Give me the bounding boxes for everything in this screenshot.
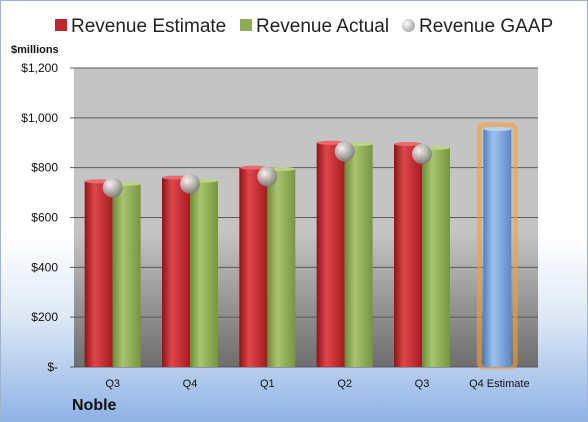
legend-label-actual: Revenue Actual (256, 16, 390, 37)
bar-estimate-cap (316, 140, 345, 145)
x-axis-ticks: Q3 Q4 Q1 Q2 Q3 Q4 Estimate (105, 378, 529, 390)
bar-actual (422, 147, 450, 367)
gaap-marker (257, 166, 278, 187)
bar-estimate (239, 167, 268, 367)
bar-estimate-cap (239, 165, 268, 170)
x-tick-label: Q4 (183, 378, 198, 390)
bar-actual (344, 143, 373, 367)
company-name: Noble (72, 397, 117, 414)
bar-estimate (316, 142, 345, 367)
gaap-marker (102, 177, 123, 198)
grid-lines (70, 67, 538, 368)
gaap-markers (102, 141, 432, 198)
x-tick-label: Q1 (260, 378, 275, 390)
x-tick-label: Q4 Estimate (469, 378, 530, 390)
y-tick-label: $- (47, 360, 58, 374)
y-tick-label: $400 (31, 260, 58, 274)
bar-forecast (483, 129, 512, 367)
legend-label-gaap: Revenue GAAP (419, 16, 554, 37)
legend-item-gaap: Revenue GAAP (402, 16, 553, 38)
bar-estimate-cap (394, 141, 422, 146)
legend-item-actual: Revenue Actual (240, 16, 389, 38)
unit-label: $millions (11, 44, 59, 56)
bars (84, 122, 518, 370)
legend: Revenue Estimate Revenue Actual Revenue … (0, 16, 588, 42)
bar-actual (267, 168, 296, 367)
y-tick-label: $600 (31, 211, 58, 225)
x-tick-label: Q3 (105, 378, 120, 390)
bar-actual (190, 180, 218, 367)
y-tick-label: $800 (31, 161, 58, 175)
bar-forecast-cap (483, 127, 512, 132)
bar-estimate (162, 177, 190, 367)
y-tick-label: $1,200 (21, 61, 58, 75)
bar-actual (112, 183, 141, 367)
legend-marker-gaap (402, 18, 415, 32)
bar-estimate (394, 143, 422, 367)
x-tick-label: Q2 (337, 378, 352, 390)
legend-item-estimate: Revenue Estimate (55, 16, 226, 38)
y-tick-label: $1,000 (21, 111, 58, 125)
y-axis-ticks: $- $200 $400 $600 $800 $1,000 $1,200 (21, 61, 58, 374)
bar-estimate (84, 181, 113, 367)
x-tick-label: Q3 (415, 378, 430, 390)
gaap-marker (180, 173, 200, 194)
legend-swatch-estimate (55, 19, 67, 32)
legend-swatch-actual (240, 19, 252, 32)
legend-label-estimate: Revenue Estimate (71, 16, 227, 37)
gaap-marker (334, 141, 355, 162)
gaap-marker (412, 143, 432, 164)
y-tick-label: $200 (31, 310, 58, 324)
